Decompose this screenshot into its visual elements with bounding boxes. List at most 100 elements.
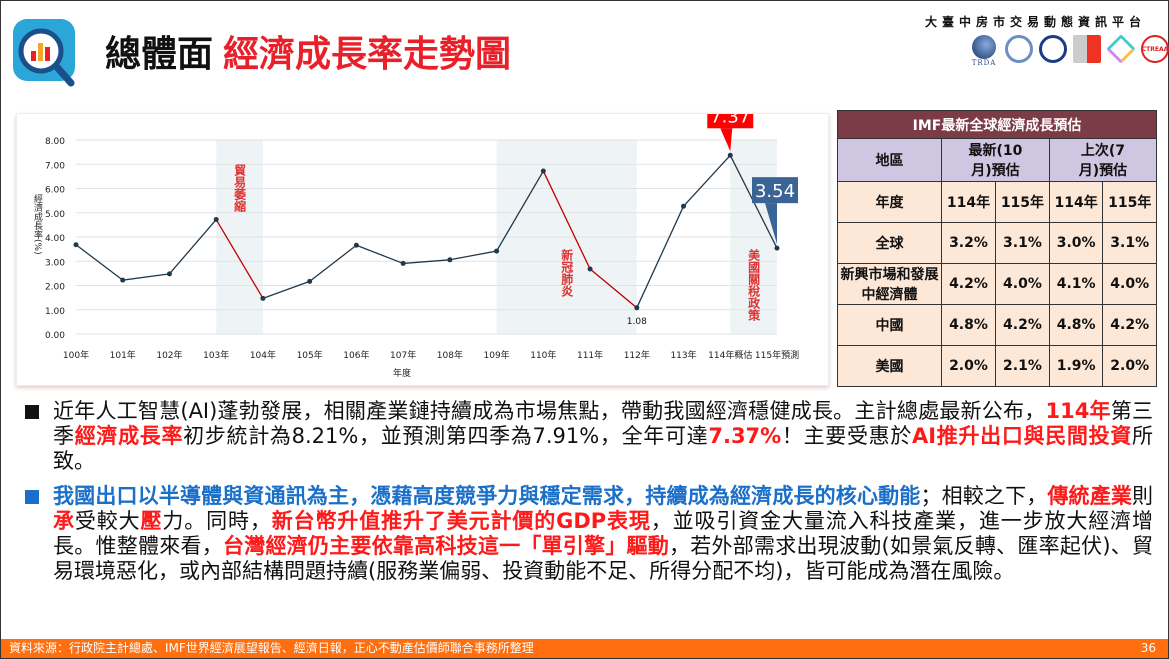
- x-tick-label: 109年: [484, 349, 510, 361]
- header-cell: 地區: [837, 138, 942, 182]
- bullet-icon: [25, 405, 39, 419]
- line-segment: [589, 268, 638, 309]
- highlight-text: 我國出口以半導體與資通訊為主，憑藉高度競爭力與穩定需求，持續成為經濟成長的核心動…: [53, 484, 921, 508]
- partner-logos: TRDA CTREAA: [969, 34, 1169, 68]
- header-cell: 上次(7月)預估: [1048, 138, 1158, 182]
- x-tick-label: 115年預測: [755, 349, 799, 361]
- x-tick-label: 103年: [203, 349, 229, 361]
- highlight-text: AI推升出口與民間投資: [912, 424, 1133, 448]
- text-segment: ，並吸引資金大量流入科技產業，進一步放大經濟增長。惟整體來看，: [53, 509, 1154, 558]
- data-point: [73, 242, 79, 248]
- callout-box: [752, 177, 798, 204]
- paragraph: 我國出口以半導體與資通訊為主，憑藉高度競爭力與穩定需求，持續成為經濟成長的核心動…: [23, 484, 1153, 584]
- region-cell: 全球: [837, 222, 942, 264]
- line-segment: [215, 219, 264, 299]
- y-tick-label: 8.00: [45, 137, 65, 147]
- y-tick-label: 4.00: [45, 234, 65, 244]
- value-cell: 114年: [1048, 181, 1104, 223]
- data-point: [307, 278, 313, 284]
- y-tick-label: 6.00: [45, 186, 65, 196]
- value-cell: 4.8%: [941, 304, 996, 346]
- ctreaa-logo-icon: CTREAA: [1141, 35, 1169, 63]
- table-title: IMF最新全球經濟成長預估: [837, 110, 1157, 139]
- diamond-logo-icon: [1106, 34, 1136, 64]
- x-tick-label: 102年: [156, 349, 182, 361]
- data-point: [774, 245, 780, 251]
- commentary: 近年人工智慧(AI)蓬勃發展，相關產業鏈持續成為市場焦點，帶動我國經濟穩健成長。…: [23, 399, 1153, 594]
- line-segment: [683, 154, 731, 207]
- data-point: [213, 217, 219, 223]
- ctreaa-logo-text: CTREAA: [1141, 45, 1169, 53]
- line-segment: [542, 170, 591, 270]
- bullet-icon: [25, 490, 39, 504]
- data-point: [727, 152, 733, 158]
- highlight-text: 承: [53, 509, 75, 533]
- line-segment: [356, 244, 404, 265]
- line-segment: [122, 273, 170, 281]
- trda-logo: TRDA: [969, 35, 999, 68]
- callout-label: 7.37: [710, 114, 750, 127]
- text-segment: ，若外部需求出現波動(如景氣反轉、匯率起伏)、貿易環境惡化，或內部結構問題持續(…: [53, 534, 1154, 583]
- trda-logo-icon: [972, 35, 996, 59]
- value-cell: 4.1%: [1048, 263, 1104, 305]
- table-row: 美國 2.0% 2.1% 1.9% 2.0%: [837, 345, 1157, 387]
- value-cell: 4.8%: [1048, 304, 1104, 346]
- line-segment: [636, 205, 685, 309]
- x-tick-label: 111年: [577, 349, 603, 361]
- data-point: [634, 305, 640, 311]
- value-cell: 2.0%: [1102, 345, 1157, 387]
- data-point: [120, 277, 126, 283]
- value-cell: 4.2%: [941, 263, 996, 305]
- callout-pointer: [765, 203, 777, 245]
- highlight-text: 傳統產業: [1047, 484, 1133, 508]
- region-cell: 中國: [837, 304, 942, 346]
- value-cell: 115年: [994, 181, 1050, 223]
- data-point: [540, 168, 546, 174]
- value-cell: 114年: [941, 181, 996, 223]
- highlight-text: 7.37%: [708, 424, 782, 448]
- value-cell: 3.1%: [994, 222, 1050, 264]
- text-segment: 則: [1132, 484, 1154, 508]
- value-cell: 4.2%: [994, 304, 1050, 346]
- table-row: 全球 3.2% 3.1% 3.0% 3.1%: [837, 222, 1157, 264]
- source-note: 資料來源：行政院主計總處、IMF世界經濟展望報告、經濟日報，正心不動產估價師聯合…: [9, 641, 534, 655]
- period-label: 新冠肺炎: [560, 248, 574, 297]
- callout-label: 3.54: [755, 181, 795, 202]
- page-number: 36: [1140, 641, 1156, 655]
- analytics-logo-icon: [13, 19, 75, 87]
- line-segment: [168, 219, 217, 275]
- footer: 資料來源：行政院主計總處、IMF世界經濟展望報告、經濟日報，正心不動產估價師聯合…: [1, 639, 1168, 658]
- text-segment: 第三季: [53, 399, 1153, 448]
- text-segment: ！主要受惠於: [781, 424, 913, 448]
- platform-name: 大臺中房市交易動態資訊平台: [924, 15, 1146, 29]
- line-segment: [262, 280, 310, 299]
- line-segment: [75, 244, 124, 281]
- line-segment: [449, 250, 497, 261]
- line-segment: [496, 170, 544, 252]
- data-point: [353, 242, 359, 248]
- highlight-text: 114年: [1045, 399, 1111, 423]
- value-cell: 3.2%: [941, 222, 996, 264]
- value-cell: 3.0%: [1048, 222, 1104, 264]
- value-cell: 115年: [1102, 181, 1157, 223]
- zhong-logo-icon: [1073, 35, 1101, 63]
- region-cell: 美國: [837, 345, 942, 387]
- data-point: [166, 271, 172, 277]
- value-cell: 4.0%: [1102, 263, 1157, 305]
- highlight-text: 壓: [140, 509, 163, 533]
- data-point: [681, 203, 687, 209]
- x-tick-label: 106年: [343, 349, 369, 361]
- table-row: 新興市場和發展中經濟體 4.2% 4.0% 4.1% 4.0%: [837, 263, 1157, 305]
- data-point: [494, 248, 500, 254]
- highlight-text: 新台幣升值推升了美元計價的GDP表現: [271, 509, 651, 533]
- text-segment: 所致。: [53, 424, 1154, 473]
- page-title: 總體面 經濟成長率走勢圖: [105, 34, 512, 75]
- y-tick-label: 5.00: [45, 210, 65, 220]
- gov-seal-logo-icon: [1039, 35, 1067, 63]
- region-cell: 新興市場和發展中經濟體: [837, 263, 942, 305]
- value-cell: 4.2%: [1102, 304, 1157, 346]
- x-tick-label: 104年: [250, 349, 276, 361]
- y-axis-label: 經濟成長率(%): [32, 193, 43, 255]
- highlight-text: 台灣經濟仍主要依靠高科技這一「單引擎」驅動: [222, 534, 670, 558]
- text-segment: 初步統計為8.21%，並預測第四季為7.91%，全年可達: [183, 424, 709, 448]
